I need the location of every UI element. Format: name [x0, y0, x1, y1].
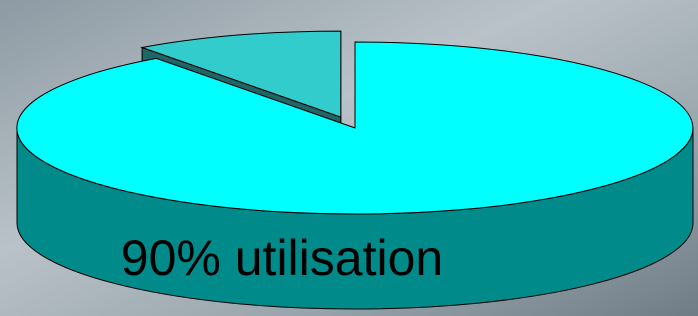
page: 90% utilisation (() => { const data = JS…: [0, 0, 698, 316]
chart: 90% utilisation: [0, 0, 698, 316]
slice-top: [17, 42, 693, 214]
slice-label: 90% utilisation: [121, 230, 443, 286]
